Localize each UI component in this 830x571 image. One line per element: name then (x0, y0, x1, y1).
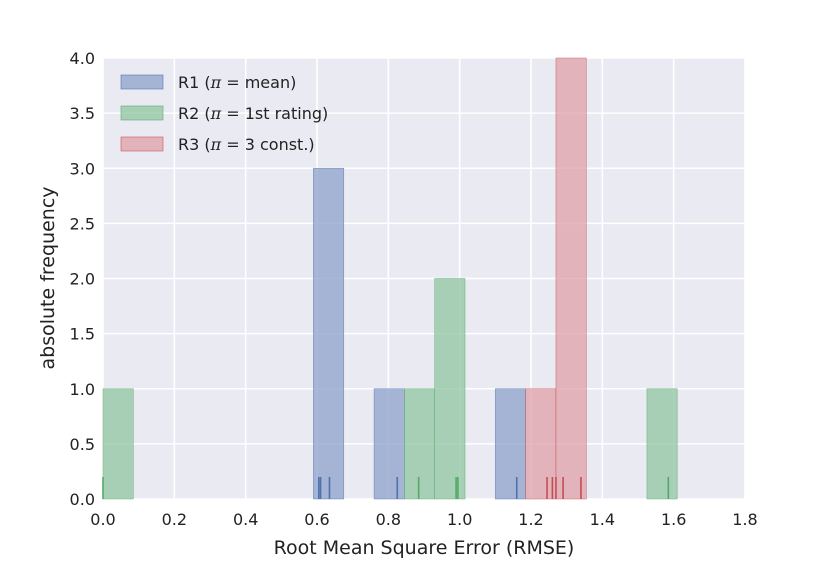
legend: R1 (π = mean) R2 (π = 1st rating) R3 (π = … (120, 73, 328, 154)
y-tick-label: 3.5 (70, 104, 95, 123)
bar-r1 (495, 388, 526, 500)
y-tick-label: 0.0 (70, 490, 95, 509)
bar-r2 (102, 388, 134, 500)
x-tick-label: 1.8 (732, 510, 757, 529)
y-tick-label: 4.0 (70, 49, 95, 68)
bar-r3 (555, 57, 587, 500)
y-tick-label: 2.5 (70, 214, 95, 233)
legend-swatch-r3 (120, 136, 164, 152)
y-tick-label: 1.0 (70, 380, 95, 399)
bar-r2 (434, 278, 466, 500)
y-tick-label: 3.0 (70, 159, 95, 178)
legend-entry-r1: R1 (π = mean) (178, 73, 296, 92)
y-tick-label: 2.0 (70, 270, 95, 289)
x-tick-label: 1.0 (447, 510, 472, 529)
x-axis-label: Root Mean Square Error (RMSE) (274, 537, 575, 559)
x-tick-label: 1.2 (518, 510, 543, 529)
x-tick-label: 0.4 (233, 510, 258, 529)
x-tick-label: 0.2 (162, 510, 187, 529)
rug-marks (102, 477, 670, 499)
legend-entry-r3: R3 (π = 3 const.) (178, 135, 315, 154)
y-tick-label: 0.5 (70, 435, 95, 454)
x-tick-label: 1.6 (661, 510, 686, 529)
y-axis-label: absolute frequency (37, 186, 59, 369)
bars (102, 57, 678, 500)
x-tick-label: 0.0 (90, 510, 115, 529)
bar-r1 (313, 167, 345, 500)
x-tick-label: 0.6 (304, 510, 329, 529)
legend-entry-r2: R2 (π = 1st rating) (178, 104, 328, 123)
legend-swatch-r1 (120, 74, 164, 90)
x-tick-label: 0.8 (376, 510, 401, 529)
bar-r2 (646, 388, 678, 500)
legend-swatch-r2 (120, 105, 164, 121)
x-tick-label: 1.4 (590, 510, 615, 529)
bar-r1 (373, 388, 405, 500)
x-axis-ticks: 0.0 0.2 0.4 0.6 0.8 1.0 1.2 1.4 1.6 1.8 (90, 510, 757, 529)
bar-r2 (404, 388, 435, 500)
bar-r3 (525, 388, 557, 500)
y-tick-label: 1.5 (70, 325, 95, 344)
y-axis-ticks: 0.0 0.5 1.0 1.5 2.0 2.5 3.0 3.5 4.0 (70, 49, 95, 509)
